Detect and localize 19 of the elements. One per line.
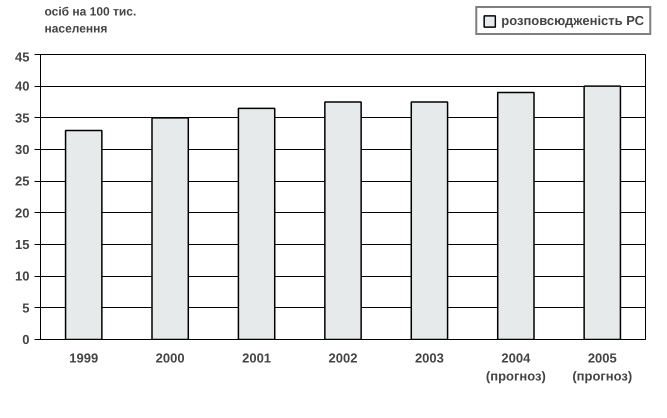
y-tick-label: 0 [22,332,30,347]
x-tick-label: 2000 [156,350,185,366]
legend-label: розповсюдженість РС [501,13,644,28]
x-tick-label: 2005 (прогноз) [572,350,632,384]
x-tick-label: 2002 [328,350,358,366]
y-tick-label: 5 [22,300,30,316]
x-tick-label: 2001 [242,350,272,366]
y-tick-label: 25 [15,174,30,189]
y-tick-label: 35 [15,110,30,126]
y-tick-label: 20 [15,205,30,220]
x-tick-label: 2004 (прогноз) [486,350,546,384]
x-tick-label: 2003 [414,350,444,366]
x-tick-label: 1999 [69,350,98,366]
y-tick-label: 15 [15,237,30,252]
y-axis-title: осіб на 100 тис. населення [44,4,136,36]
y-tick-label: 10 [15,268,30,284]
y-tick-label: 45 [15,50,30,64]
y-tick-label: 30 [15,142,30,157]
y-tick-label: 40 [15,78,30,94]
